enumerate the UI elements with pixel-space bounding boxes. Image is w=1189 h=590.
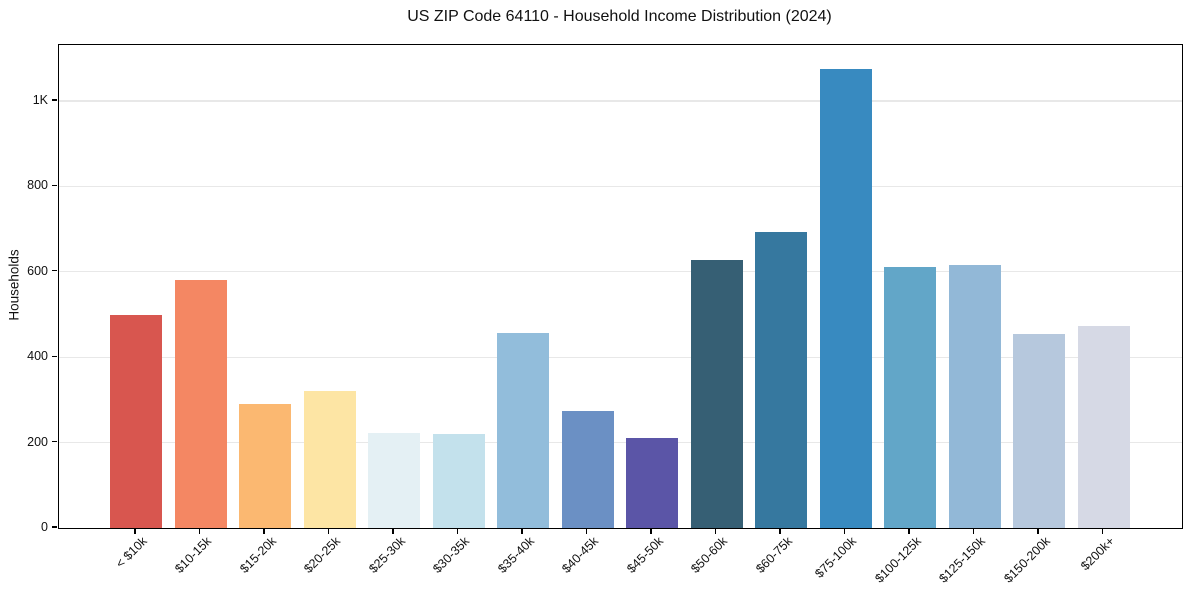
x-tick-mark: [843, 528, 846, 534]
y-tick-mark: [52, 99, 57, 101]
gridline-y-800: [59, 185, 1182, 187]
x-tick-mark: [392, 528, 394, 534]
bar-$20-25k: [303, 391, 356, 528]
y-tick-mark: [52, 440, 57, 443]
gridline-y-200: [59, 442, 1182, 444]
bar-$200k+: [1077, 326, 1130, 528]
x-tick-label: $50-60k: [688, 534, 731, 576]
x-tick-mark: [972, 528, 975, 534]
x-tick-label: $100-125k: [872, 534, 924, 586]
y-tick-mark: [52, 270, 57, 272]
bar-$75-100k: [819, 68, 872, 528]
x-tick-mark: [585, 528, 588, 534]
chart-title: US ZIP Code 64110 - Household Income Dis…: [407, 8, 832, 25]
bar-$30-35k: [432, 433, 485, 528]
bar-$35-40k: [497, 332, 549, 528]
x-tick-mark: [908, 528, 910, 534]
x-tick-mark: [198, 528, 201, 534]
x-tick-label: $10-15k: [172, 534, 215, 576]
x-tick-label: $40-45k: [559, 534, 602, 576]
bar-$50-60k: [690, 260, 743, 528]
y-tick-label: 200: [27, 434, 48, 449]
x-tick-mark: [1037, 528, 1039, 534]
x-tick-mark: [263, 528, 265, 534]
x-tick-mark: [779, 528, 781, 534]
x-tick-label: $30-35k: [430, 534, 473, 576]
x-tick-label: $45-50k: [624, 534, 666, 576]
gridline-y-400: [59, 356, 1182, 358]
x-tick-label: $35-40k: [495, 534, 537, 576]
bar-$25-30k: [368, 432, 420, 528]
y-axis-label: Households: [6, 249, 22, 321]
y-tick-mark: [52, 355, 57, 357]
y-tick-label: 0: [41, 520, 48, 534]
x-tick-label: $25-30k: [366, 534, 408, 576]
bar-$150-200k: [1013, 333, 1065, 528]
x-tick-label: < $10k: [113, 534, 150, 571]
plot-area: [58, 44, 1183, 529]
y-tick-mark: [52, 184, 57, 187]
x-tick-mark: [521, 528, 523, 534]
x-tick-mark: [1101, 528, 1104, 534]
x-tick-label: $150-200k: [1001, 534, 1053, 586]
y-tick-mark: [52, 526, 57, 528]
bar-$125-150k: [948, 264, 1001, 528]
bar-$10-15k: [174, 280, 227, 528]
gridline-y-600: [59, 271, 1182, 273]
bar-$100-125k: [884, 267, 936, 528]
x-tick-label: $200k+: [1078, 534, 1118, 574]
x-tick-label: $75-100k: [812, 534, 860, 581]
y-tick-label: 800: [27, 178, 48, 193]
bar-< $10k: [110, 314, 162, 528]
y-tick-label: 400: [27, 349, 48, 364]
y-tick-label: 1K: [32, 92, 48, 107]
x-tick-mark: [650, 528, 652, 534]
x-tick-mark: [714, 528, 717, 534]
y-tick-label: 600: [27, 263, 48, 278]
x-tick-label: $125-150k: [936, 534, 989, 586]
gridline-y-1K: [59, 100, 1182, 102]
x-tick-mark: [134, 528, 136, 534]
x-tick-mark: [327, 528, 330, 534]
x-tick-mark: [456, 528, 459, 534]
x-tick-label: $15-20k: [237, 534, 279, 576]
bar-$45-50k: [626, 437, 678, 528]
x-tick-label: $60-75k: [753, 534, 795, 576]
bar-$15-20k: [239, 403, 291, 528]
bar-$60-75k: [755, 231, 807, 528]
bar-$40-45k: [561, 411, 614, 528]
x-tick-label: $20-25k: [301, 534, 344, 576]
